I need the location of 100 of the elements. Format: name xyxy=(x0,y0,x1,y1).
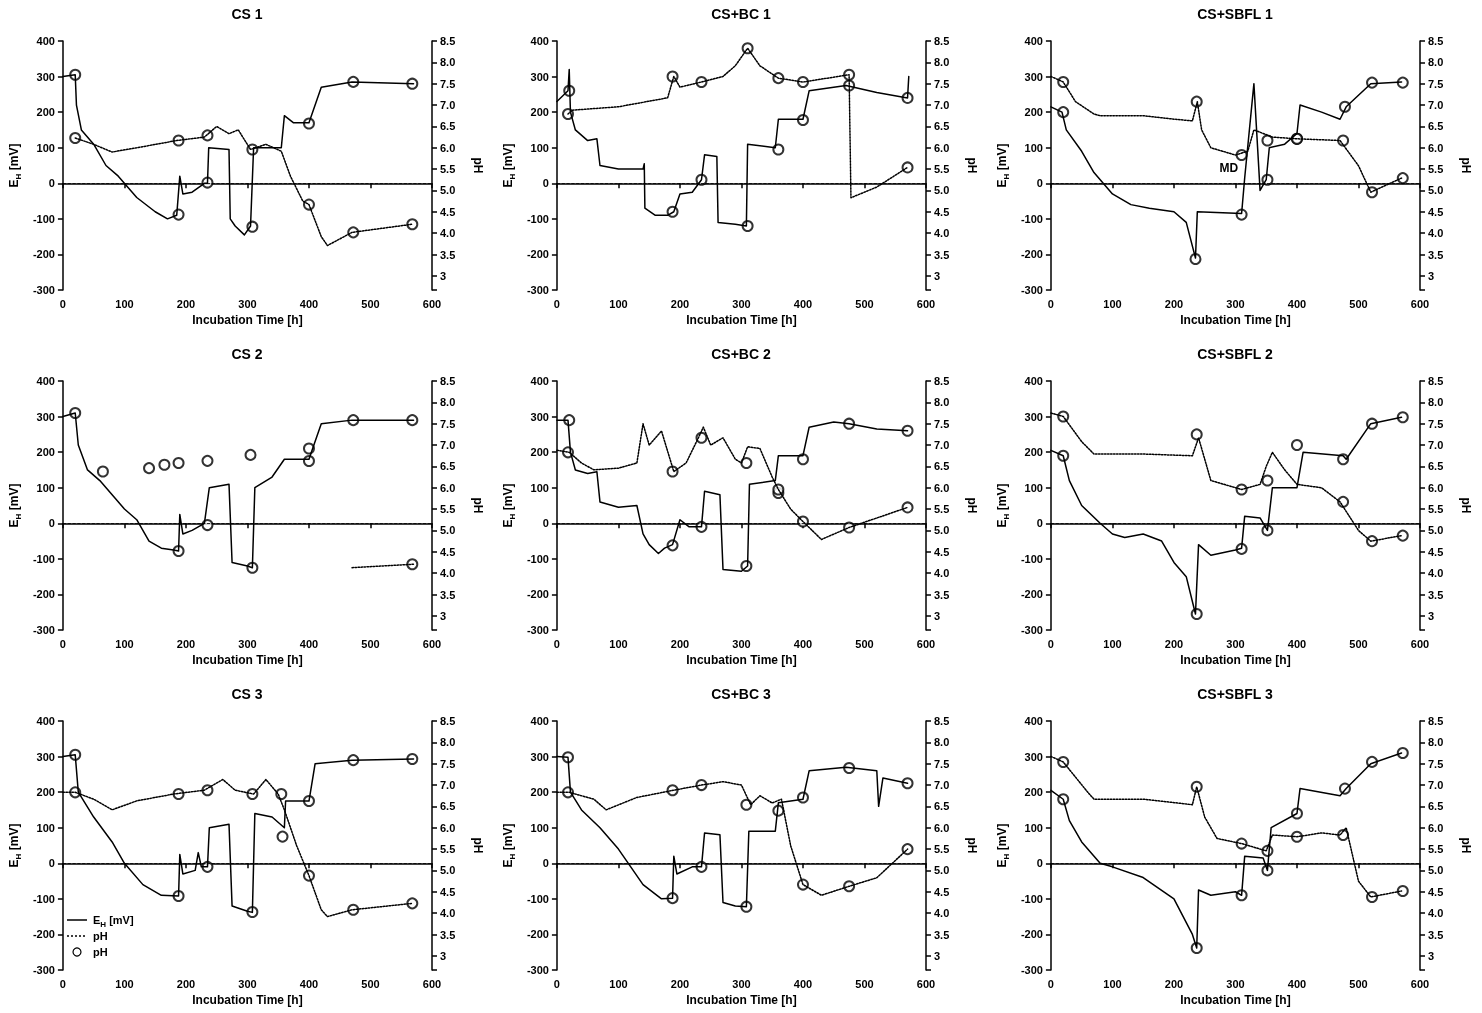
x-tick-label: 600 xyxy=(1410,977,1430,990)
x-tick-label: 300 xyxy=(732,297,751,310)
x-tick-label: 500 xyxy=(1349,637,1368,650)
y2-tick-label: 6.5 xyxy=(440,120,456,133)
y2-tick-label: 3 xyxy=(440,949,447,962)
y-axis-title: EH [mV] xyxy=(501,823,517,868)
y2-tick-label: 7.5 xyxy=(1428,77,1444,90)
x-tick-label: 400 xyxy=(299,637,319,650)
y2-tick-label: 7.0 xyxy=(934,439,950,452)
x-tick-label: 600 xyxy=(422,297,442,310)
y2-tick-label: 7.0 xyxy=(934,99,950,112)
y-tick-label: 200 xyxy=(1024,446,1043,459)
y2-tick-label: 4.5 xyxy=(934,885,950,898)
y2-tick-label: 3 xyxy=(934,269,941,282)
y2-tick-label: 4.0 xyxy=(440,567,456,580)
y-tick-label: -200 xyxy=(32,248,55,261)
x-tick-label: 600 xyxy=(916,637,936,650)
y-tick-label: -300 xyxy=(32,624,55,636)
y2-axis-title: pH xyxy=(471,497,485,514)
y2-tick-label: 8.5 xyxy=(440,715,456,727)
y2-tick-label: 8.0 xyxy=(440,736,456,749)
y-tick-label: 200 xyxy=(36,446,55,459)
x-tick-label: 400 xyxy=(1287,977,1307,990)
y-tick-label: 200 xyxy=(530,786,549,799)
x-tick-label: 100 xyxy=(609,637,628,650)
x-axis-title: Incubation Time [h] xyxy=(192,652,303,667)
x-tick-label: 100 xyxy=(115,977,134,990)
x-tick-label: 100 xyxy=(609,977,628,990)
y2-axis-title: pH xyxy=(1459,157,1473,174)
x-tick-label: 200 xyxy=(1164,977,1184,990)
y2-tick-label: 3 xyxy=(934,609,941,622)
y2-tick-label: 4.5 xyxy=(1428,885,1444,898)
y-tick-label: -200 xyxy=(526,248,549,261)
y-tick-label: 400 xyxy=(1024,35,1043,47)
y-tick-label: -300 xyxy=(1020,964,1043,976)
y-tick-label: 400 xyxy=(530,35,549,47)
y2-tick-label: 6.0 xyxy=(440,141,456,154)
y-tick-label: 100 xyxy=(1024,481,1043,494)
y-tick-label: 0 xyxy=(1036,517,1043,530)
y-tick-label: -300 xyxy=(1020,624,1043,636)
x-tick-label: 600 xyxy=(422,637,442,650)
y2-axis-title: pH xyxy=(965,497,979,514)
x-axis-title: Incubation Time [h] xyxy=(192,992,303,1007)
y-tick-label: 400 xyxy=(1024,375,1043,387)
y-axis-title: EH [mV] xyxy=(995,823,1011,868)
y2-tick-label: 5.0 xyxy=(440,184,456,197)
y-tick-label: 300 xyxy=(36,70,55,83)
x-tick-label: 0 xyxy=(553,637,560,650)
y-tick-label: -100 xyxy=(32,212,55,225)
x-tick-label: 100 xyxy=(1103,977,1122,990)
x-tick-label: 200 xyxy=(670,977,690,990)
y2-tick-label: 5.0 xyxy=(934,524,950,537)
x-tick-label: 300 xyxy=(238,297,257,310)
y-tick-label: 200 xyxy=(36,786,55,799)
x-axis-title: Incubation Time [h] xyxy=(192,312,303,327)
x-tick-label: 600 xyxy=(422,977,442,990)
y2-tick-label: 7.5 xyxy=(1428,757,1444,770)
y2-tick-label: 4.5 xyxy=(440,885,456,898)
x-tick-label: 300 xyxy=(1226,637,1245,650)
x-tick-label: 200 xyxy=(176,297,196,310)
x-axis-title: Incubation Time [h] xyxy=(1180,992,1291,1007)
y-tick-label: -300 xyxy=(1020,284,1043,296)
y2-tick-label: 6.0 xyxy=(440,481,456,494)
x-tick-label: 500 xyxy=(1349,297,1368,310)
y2-tick-label: 5.5 xyxy=(1428,843,1444,856)
y-tick-label: -100 xyxy=(32,552,55,565)
y-tick-label: -200 xyxy=(526,928,549,941)
y-tick-label: 0 xyxy=(542,857,549,870)
y2-tick-label: 8.5 xyxy=(1428,35,1444,47)
y2-tick-label: 4.5 xyxy=(934,545,950,558)
y2-tick-label: 8.5 xyxy=(1428,375,1444,387)
y2-tick-label: 7.0 xyxy=(934,779,950,792)
y2-tick-label: 4.0 xyxy=(934,907,950,920)
y2-tick-label: 4.5 xyxy=(1428,545,1444,558)
y2-tick-label: 4.0 xyxy=(934,567,950,580)
y2-tick-label: 6.5 xyxy=(440,460,456,473)
y2-tick-label: 7.0 xyxy=(440,439,456,452)
y2-tick-label: 8.5 xyxy=(934,35,950,47)
y-tick-label: -300 xyxy=(526,964,549,976)
x-tick-label: 300 xyxy=(1226,977,1245,990)
x-tick-label: 100 xyxy=(1103,637,1122,650)
chart-title: CS+BC 1 xyxy=(711,6,771,22)
y2-tick-label: 8.5 xyxy=(1428,715,1444,727)
y2-tick-label: 8.0 xyxy=(934,736,950,749)
y2-tick-label: 5.0 xyxy=(934,184,950,197)
y2-tick-label: 5.5 xyxy=(1428,503,1444,516)
y2-tick-label: 4.5 xyxy=(934,205,950,218)
y2-axis-title: pH xyxy=(965,837,979,854)
y-tick-label: 300 xyxy=(1024,410,1043,423)
y-tick-label: -300 xyxy=(526,284,549,296)
y-tick-label: 100 xyxy=(36,141,55,154)
y-tick-label: 100 xyxy=(1024,821,1043,834)
y2-tick-label: 3.5 xyxy=(440,588,456,601)
x-tick-label: 0 xyxy=(1047,637,1054,650)
legend-label: pH xyxy=(93,930,108,942)
y-tick-label: 0 xyxy=(542,517,549,530)
x-tick-label: 300 xyxy=(238,637,257,650)
y2-tick-label: 7.0 xyxy=(440,99,456,112)
y-tick-label: 400 xyxy=(530,715,549,727)
x-tick-label: 600 xyxy=(916,977,936,990)
